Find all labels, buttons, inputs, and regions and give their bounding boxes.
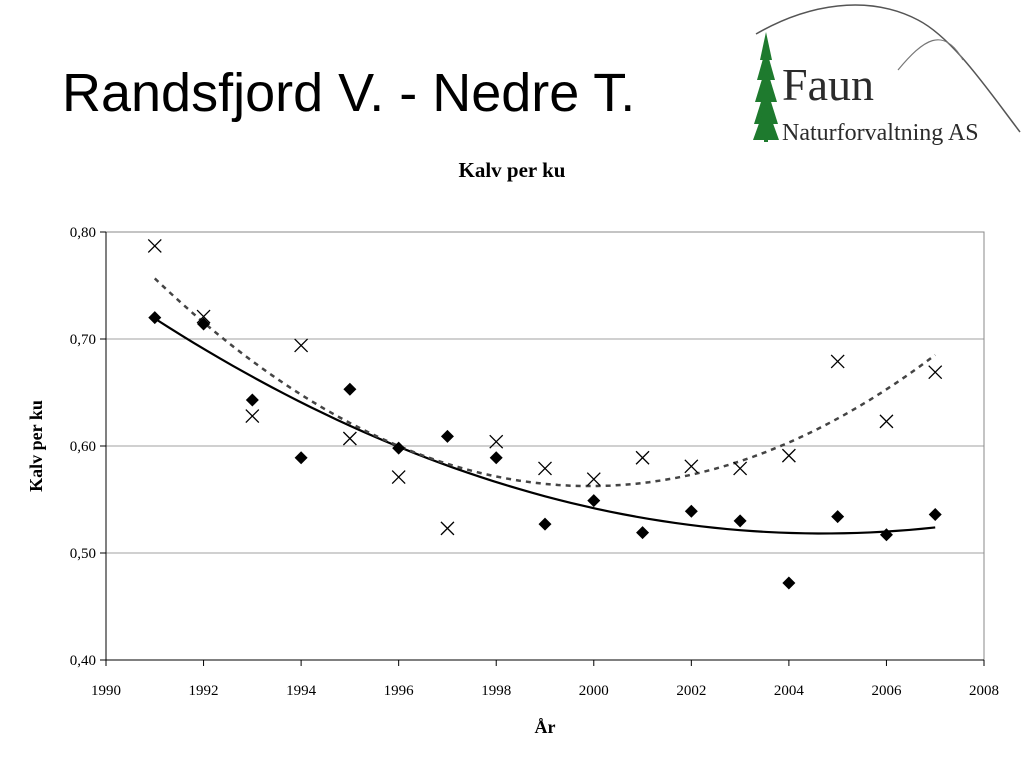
data-point-cross (538, 461, 552, 476)
data-point-diamond (636, 526, 650, 540)
data-point-cross (294, 338, 309, 353)
data-point-diamond (294, 451, 308, 465)
data-point-cross (196, 309, 211, 324)
x-tick-label: 1998 (481, 683, 511, 699)
data-point-diamond (587, 494, 601, 508)
data-point-cross (391, 470, 406, 484)
data-point-diamond (538, 517, 552, 531)
y-tick-label: 0,50 (70, 546, 96, 562)
x-tick-label: 1990 (91, 683, 121, 699)
x-axis-label: År (535, 717, 556, 737)
x-tick-label: 2008 (969, 683, 999, 699)
y-tick-label: 0,70 (70, 332, 96, 348)
logo-subtitle: Naturforvaltning AS (782, 120, 979, 146)
data-point-diamond (245, 393, 259, 407)
data-point-diamond (392, 441, 406, 455)
spruce-tree-icon (753, 32, 779, 142)
data-point-cross (733, 461, 748, 476)
data-point-cross (586, 472, 601, 487)
x-tick-label: 2004 (774, 683, 805, 699)
data-point-cross (928, 365, 943, 380)
data-point-cross (147, 238, 162, 253)
data-point-cross (440, 521, 455, 536)
slide-title: Randsfjord V. - Nedre T. (62, 63, 636, 123)
trend-line-series-2 (153, 277, 936, 488)
data-point-cross (684, 459, 699, 474)
data-point-diamond (831, 510, 845, 524)
trend-lines (153, 277, 936, 535)
data-point-cross (781, 448, 796, 463)
x-tick-label: 2000 (579, 683, 609, 699)
data-point-cross (879, 414, 894, 429)
x-tick-label: 2006 (871, 683, 902, 699)
y-axis-label: Kalv per ku (26, 400, 46, 492)
data-point-cross (830, 354, 845, 369)
data-point-diamond (733, 514, 747, 528)
data-point-diamond (879, 528, 893, 542)
y-tick-label: 0,60 (70, 439, 96, 455)
data-points (147, 238, 943, 590)
trend-line-series-1 (154, 317, 936, 535)
logo-name: Faun (782, 59, 874, 110)
x-tick-label: 1994 (286, 683, 317, 699)
y-tick-label: 0,40 (70, 653, 96, 669)
data-point-diamond (197, 317, 211, 331)
x-tick-label: 1996 (384, 683, 415, 699)
data-point-diamond (343, 382, 357, 396)
gridlines (106, 338, 984, 554)
data-point-cross (245, 409, 260, 423)
data-point-diamond (928, 507, 942, 521)
x-tick-label: 2002 (676, 683, 706, 699)
mountain-ridge-icon (897, 39, 964, 71)
data-point-cross (489, 434, 504, 449)
data-point-cross (635, 450, 650, 465)
x-tick-label: 1992 (189, 683, 219, 699)
data-point-cross (342, 431, 357, 446)
data-point-diamond (148, 311, 162, 325)
data-point-diamond (440, 429, 454, 443)
company-logo: Faun Naturforvaltning AS (753, 4, 1021, 146)
data-point-diamond (684, 504, 698, 518)
axes: 0,40 0,50 0,60 0,70 0,80 1990 1992 1994 1996 1998… (70, 225, 999, 699)
mountain-outline-icon (755, 4, 1021, 133)
y-tick-label: 0,80 (70, 225, 96, 241)
chart-title: Kalv per ku (459, 158, 566, 182)
data-point-diamond (782, 576, 796, 590)
data-point-diamond (489, 451, 503, 465)
